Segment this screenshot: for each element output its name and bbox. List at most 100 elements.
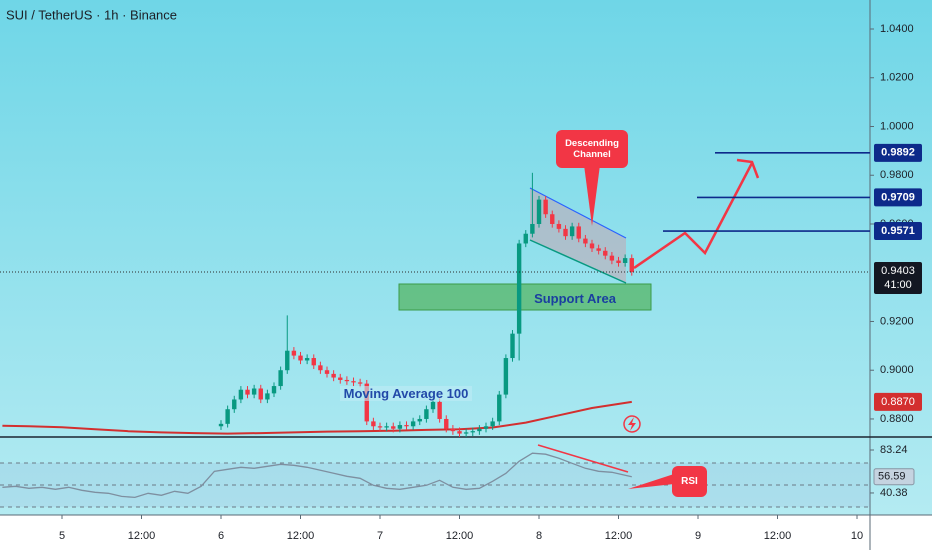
rsi-divergence-line (537, 444, 629, 473)
candle-body (291, 350, 297, 356)
ma-badge (874, 392, 922, 411)
candle-body (497, 394, 502, 422)
candle-body (245, 389, 250, 395)
candle-body (583, 238, 588, 244)
current-price-badge (874, 261, 922, 294)
rsi-tick-label: 40.38 (880, 487, 908, 499)
y-tick-label: 0.8800 (880, 413, 914, 425)
candle-body (444, 418, 449, 429)
candle-body (569, 226, 575, 237)
candle-body (391, 426, 396, 429)
candle-body (523, 233, 528, 244)
candle-body (516, 243, 522, 334)
candle-body (603, 250, 608, 256)
candle-body (503, 358, 509, 395)
price-badge (874, 222, 922, 241)
candle-body (622, 258, 628, 263)
y-tick-label: 0.9800 (880, 169, 914, 181)
x-axis-background (0, 515, 932, 550)
rsi-badge (873, 468, 915, 486)
rsi-tick-label: 83.24 (880, 444, 908, 456)
price-badge-label: 0.9892 (881, 147, 915, 159)
candle-body (238, 389, 244, 400)
candle-body (324, 370, 330, 374)
event-icon[interactable] (623, 415, 641, 433)
candle-body (616, 260, 621, 263)
rsi-line (2, 452, 632, 499)
candle-body (218, 423, 224, 427)
candle-body (304, 358, 310, 361)
candle-body (483, 426, 489, 429)
candle-body (251, 388, 257, 395)
candle-body (437, 401, 442, 419)
candle-body (477, 428, 482, 432)
x-tick-label: 12:00 (764, 530, 792, 542)
moving-average (2, 400, 632, 435)
x-tick-label: 12:00 (287, 530, 315, 542)
x-tick-label: 9 (695, 530, 701, 542)
support-label: Support Area (534, 291, 616, 306)
channel-callout-pointer (584, 165, 600, 226)
projection-arrowhead (736, 158, 760, 179)
rsi-callout-pointer (628, 474, 674, 489)
x-tick-label: 6 (218, 530, 224, 542)
x-tick-label: 12:00 (605, 530, 633, 542)
candle-body (417, 418, 422, 422)
candle-body (424, 409, 429, 419)
support-zone (398, 283, 652, 311)
candle-body (629, 258, 634, 272)
candle-body (550, 214, 555, 224)
candle-body (285, 350, 290, 371)
chart-title: SUI / TetherUS · 1h · Binance (6, 7, 177, 22)
candle-body (232, 399, 237, 410)
y-tick-label: 0.9000 (880, 364, 914, 376)
y-tick-label: 1.0000 (880, 120, 914, 132)
candle-body (298, 355, 303, 361)
countdown-label: 41:00 (884, 279, 912, 291)
candle-body (278, 370, 283, 387)
candle-body (404, 425, 409, 427)
candle-body (589, 243, 595, 249)
rsi-badge-label: 56.59 (878, 471, 906, 483)
candle-body (371, 421, 376, 427)
candle-body (351, 381, 356, 383)
y-tick-label: 1.0400 (880, 23, 914, 35)
candle-body (271, 386, 277, 394)
y-tick-label: 0.9200 (880, 315, 914, 327)
candle-body (331, 373, 336, 378)
x-tick-label: 5 (59, 530, 65, 542)
candle-body (556, 223, 562, 229)
rsi-pane (2, 452, 632, 499)
current-price-label: 0.9403 (881, 265, 915, 277)
candle-body (470, 431, 475, 433)
x-tick-label: 10 (851, 530, 863, 542)
candle-body (357, 382, 363, 384)
x-tick-label: 8 (536, 530, 542, 542)
candle-body (258, 388, 263, 400)
candle-body (430, 401, 436, 410)
price-badge (874, 143, 922, 162)
candle-body (338, 377, 343, 380)
candle-body (576, 226, 581, 239)
candle-body (311, 358, 316, 366)
candle-body (364, 383, 369, 422)
candle-body (463, 432, 469, 434)
candle-body (563, 228, 568, 237)
candle-body (596, 248, 601, 251)
candle-body (377, 426, 383, 428)
ma-badge-label: 0.8870 (881, 396, 915, 408)
candle-body (609, 255, 615, 261)
price-badge-label: 0.9571 (881, 225, 915, 237)
ma-label: Moving Average 100 (340, 386, 472, 401)
projection-arrow (633, 162, 754, 270)
x-tick-label: 12:00 (446, 530, 474, 542)
channel-callout: Descending Channel (556, 130, 628, 168)
rsi-callout: RSI (672, 466, 707, 497)
x-tick-label: 12:00 (128, 530, 156, 542)
price-badge-label: 0.9709 (881, 191, 915, 203)
candle-body (265, 393, 270, 400)
candle-body (510, 333, 515, 359)
y-tick-label: 1.0200 (880, 72, 914, 84)
candle-body (344, 379, 350, 382)
